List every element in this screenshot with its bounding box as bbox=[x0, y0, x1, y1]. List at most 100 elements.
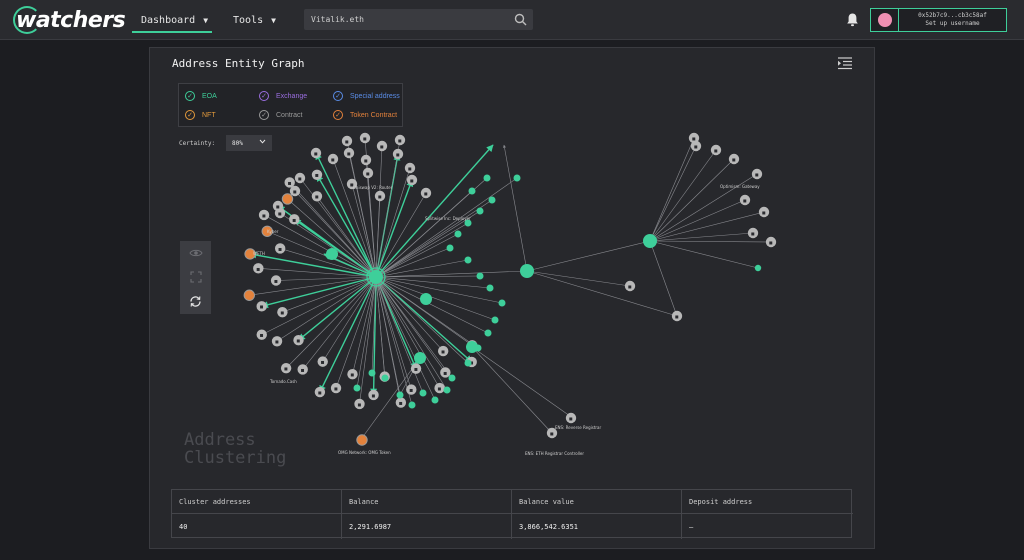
contract-node[interactable] bbox=[270, 275, 282, 286]
eoa-node[interactable] bbox=[381, 374, 389, 382]
contract-node[interactable] bbox=[256, 329, 267, 340]
eoa-node[interactable] bbox=[488, 196, 496, 204]
contract-node[interactable] bbox=[289, 185, 301, 197]
contract-node[interactable] bbox=[317, 356, 328, 367]
eoa-node[interactable] bbox=[464, 219, 472, 227]
eoa-node[interactable] bbox=[464, 256, 472, 264]
contract-node[interactable] bbox=[690, 140, 702, 152]
contract-node[interactable] bbox=[758, 206, 770, 218]
node-label[interactable]: Uniswap V2: Router bbox=[353, 185, 393, 190]
eoa-node[interactable] bbox=[484, 329, 492, 337]
search-icon[interactable] bbox=[514, 13, 527, 26]
contract-node[interactable] bbox=[368, 389, 379, 401]
contract-node[interactable] bbox=[394, 134, 406, 146]
contract-node[interactable] bbox=[310, 147, 322, 159]
certainty-select[interactable]: 80% bbox=[226, 135, 272, 151]
contract-node[interactable] bbox=[359, 132, 371, 144]
contract-node[interactable] bbox=[404, 162, 416, 174]
contract-node[interactable] bbox=[347, 368, 358, 380]
eoa-node[interactable] bbox=[414, 352, 426, 364]
contract-node[interactable] bbox=[406, 174, 418, 186]
contract-node[interactable] bbox=[376, 140, 388, 152]
contract-node[interactable] bbox=[314, 386, 326, 398]
contract-node[interactable] bbox=[624, 280, 636, 292]
eoa-node[interactable] bbox=[448, 374, 456, 382]
contract-node[interactable] bbox=[410, 363, 422, 374]
search-input[interactable] bbox=[304, 9, 504, 30]
contract-node[interactable] bbox=[765, 236, 777, 248]
eoa-node[interactable] bbox=[643, 234, 657, 248]
eoa-node[interactable] bbox=[396, 391, 404, 399]
node-label[interactable]: Kyber bbox=[267, 229, 279, 234]
node-label[interactable]: Splitwise Inc: Deployer bbox=[425, 216, 471, 221]
nav-tools[interactable]: Tools ▼ bbox=[233, 0, 276, 40]
setup-username-link[interactable]: Set up username bbox=[925, 20, 980, 27]
contract-node[interactable] bbox=[293, 335, 304, 346]
node-label[interactable]: ENS: Reverse Registrar bbox=[555, 425, 601, 430]
eoa-node[interactable] bbox=[420, 293, 432, 305]
legend-token-contract[interactable]: ✓ Token Contract bbox=[333, 110, 397, 120]
eoa-node[interactable] bbox=[368, 369, 376, 377]
contract-node[interactable] bbox=[688, 132, 700, 144]
legend-exchange[interactable]: ✓ Exchange bbox=[259, 91, 307, 101]
contract-node[interactable] bbox=[360, 154, 372, 166]
legend-nft[interactable]: ✓ NFT bbox=[185, 110, 216, 120]
eoa-node[interactable] bbox=[466, 341, 478, 353]
contract-node[interactable] bbox=[271, 336, 283, 347]
eoa-node[interactable] bbox=[369, 270, 383, 284]
token-contract-node[interactable] bbox=[243, 289, 256, 301]
eoa-node[interactable] bbox=[419, 389, 427, 397]
contract-node[interactable] bbox=[343, 147, 355, 159]
legend-eoa[interactable]: ✓ EOA bbox=[185, 91, 217, 101]
node-label[interactable]: ENS: ETH Registrar Controller bbox=[525, 451, 584, 456]
token-contract-node[interactable] bbox=[356, 434, 368, 446]
contract-node[interactable] bbox=[274, 243, 286, 254]
contract-node[interactable] bbox=[395, 397, 407, 408]
eoa-node[interactable] bbox=[483, 174, 491, 182]
contract-node[interactable] bbox=[289, 214, 300, 225]
contract-node[interactable] bbox=[311, 169, 323, 181]
contract-node[interactable] bbox=[362, 167, 374, 179]
user-account-button[interactable]: 0x52b7c9...cb3c58af Set up username bbox=[870, 8, 1007, 32]
eoa-node[interactable] bbox=[476, 207, 484, 215]
eoa-node[interactable] bbox=[498, 299, 506, 307]
node-label[interactable]: OMG Network: OMG Token bbox=[338, 450, 391, 455]
contract-node[interactable] bbox=[330, 382, 342, 394]
legend-contract[interactable]: ✓ Contract bbox=[259, 110, 302, 120]
contract-node[interactable] bbox=[284, 177, 295, 188]
contract-node[interactable] bbox=[253, 263, 264, 274]
bell-icon[interactable] bbox=[846, 12, 859, 27]
eoa-node[interactable] bbox=[431, 396, 439, 404]
contract-node[interactable] bbox=[341, 135, 353, 147]
contract-node[interactable] bbox=[671, 310, 683, 322]
token-contract-node[interactable] bbox=[261, 225, 273, 237]
legend-special-address[interactable]: ✓ Special address bbox=[333, 91, 400, 101]
eoa-node[interactable] bbox=[326, 248, 338, 260]
eoa-node[interactable] bbox=[454, 230, 462, 238]
node-label[interactable]: Optimism: Gateway bbox=[720, 184, 760, 189]
eoa-node[interactable] bbox=[408, 401, 416, 409]
contract-node[interactable] bbox=[346, 178, 358, 190]
contract-node[interactable] bbox=[751, 168, 763, 180]
contract-node[interactable] bbox=[354, 398, 365, 410]
token-contract-node[interactable] bbox=[281, 193, 294, 205]
eoa-node[interactable] bbox=[443, 386, 451, 394]
eoa-node[interactable] bbox=[353, 384, 361, 392]
contract-node[interactable] bbox=[437, 345, 449, 357]
eoa-node[interactable] bbox=[476, 272, 484, 280]
fullscreen-button[interactable] bbox=[180, 265, 211, 289]
nav-dashboard[interactable]: Dashboard ▼ bbox=[132, 0, 212, 40]
node-label[interactable]: WETH bbox=[253, 251, 265, 256]
eoa-node[interactable] bbox=[446, 244, 454, 252]
logo[interactable]: watchers bbox=[13, 5, 126, 35]
contract-node[interactable] bbox=[297, 364, 308, 375]
eoa-node[interactable] bbox=[468, 187, 476, 195]
contract-node[interactable] bbox=[434, 382, 445, 394]
toggle-visibility-button[interactable] bbox=[180, 241, 211, 265]
contract-node[interactable] bbox=[739, 194, 751, 206]
contract-node[interactable] bbox=[374, 190, 386, 202]
eoa-node[interactable] bbox=[491, 316, 499, 324]
token-contract-node[interactable] bbox=[244, 248, 256, 260]
contract-node[interactable] bbox=[440, 367, 451, 378]
contract-node[interactable] bbox=[327, 153, 339, 165]
